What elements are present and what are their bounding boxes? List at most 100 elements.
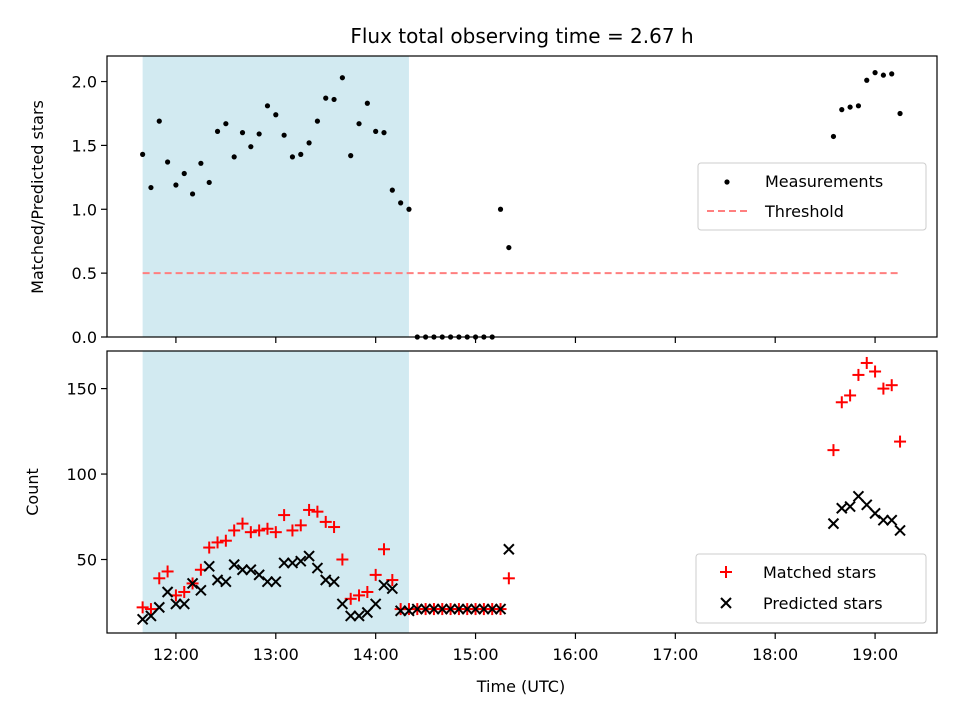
- matched-star-point: [369, 568, 382, 581]
- predicted-star-point: [220, 576, 232, 588]
- bottom-legend-box: [695, 553, 927, 624]
- measurement-points: [140, 70, 903, 340]
- measurement-point: [356, 121, 362, 127]
- measurement-point: [156, 118, 162, 124]
- predicted-star-point: [394, 605, 407, 617]
- predicted-star-point: [494, 603, 507, 615]
- measurement-point: [398, 200, 404, 206]
- measurement-point: [164, 159, 171, 165]
- bottom-y-ticks: 50 100 150: [66, 380, 107, 570]
- bottom-legend: Matched stars Predicted stars: [695, 553, 927, 624]
- predicted-star-point: [228, 558, 240, 571]
- predicted-star-point: [844, 500, 856, 513]
- matched-star-point: [136, 601, 149, 614]
- top-shaded-region-layer: [142, 56, 409, 337]
- measurement-point: [373, 128, 379, 134]
- predicted-star-point: [328, 576, 340, 588]
- x-tick-label: 16:00: [552, 645, 598, 664]
- matched-star-point: [885, 379, 898, 392]
- measurement-point: [406, 206, 412, 212]
- predicted-star-point: [186, 577, 199, 590]
- legend-measurements-label: Measurements: [765, 172, 883, 191]
- bottom-axes-frame: [106, 350, 938, 634]
- predicted-star-point: [270, 576, 282, 588]
- measurement-point: [273, 112, 279, 118]
- x-tick-label: 14:00: [353, 645, 399, 664]
- bottom-shaded-region: [142, 351, 409, 633]
- matched-star-point: [236, 517, 249, 530]
- predicted-star-point: [877, 514, 890, 526]
- measurement-point: [839, 107, 845, 113]
- predicted-star-point: [145, 610, 157, 622]
- measurement-point: [880, 72, 886, 78]
- x-tick-label: 18:00: [752, 645, 798, 664]
- predicted-star-point: [261, 576, 274, 588]
- predicted-star-point: [253, 569, 265, 581]
- measurement-point: [389, 187, 395, 193]
- predicted-star-point: [245, 564, 257, 576]
- measurement-point: [497, 206, 504, 212]
- predicted-star-point: [336, 598, 349, 610]
- matched-star-point: [303, 503, 316, 516]
- matched-star-point: [361, 585, 374, 598]
- predicted-star-point: [411, 603, 423, 615]
- predicted-star-point: [461, 603, 473, 615]
- predicted-star-point: [303, 550, 315, 562]
- matched-star-point: [311, 505, 324, 518]
- measurement-point: [214, 128, 221, 134]
- measurement-point: [348, 153, 354, 159]
- matched-star-point: [319, 515, 332, 528]
- matched-star-point: [377, 543, 390, 556]
- measurement-point: [148, 184, 154, 191]
- measurement-point: [506, 244, 512, 251]
- predicted-star-point: [311, 562, 324, 574]
- legend-matched-marker: [720, 566, 732, 578]
- measurement-point: [847, 104, 853, 110]
- measurement-point: [173, 182, 179, 188]
- x-tick-label: 12:00: [153, 645, 199, 664]
- matched-star-point: [336, 553, 349, 566]
- predicted-star-point: [203, 560, 215, 573]
- bottom-y-axis-label: Count: [23, 468, 42, 516]
- measurement-point: [872, 70, 878, 76]
- predicted-star-point: [852, 490, 865, 502]
- matched-star-point: [253, 524, 266, 537]
- x-axis-label: Time (UTC): [476, 677, 565, 696]
- matched-star-point: [144, 603, 157, 616]
- matched-star-point: [328, 521, 341, 534]
- predicted-star-point: [153, 601, 165, 614]
- measurement-point: [298, 151, 304, 157]
- predicted-star-point: [361, 606, 374, 619]
- matched-star-point: [835, 396, 848, 409]
- measurement-point: [314, 118, 321, 124]
- top-y-axis-label: Matched/Predicted stars: [28, 100, 47, 294]
- matched-star-point: [286, 524, 299, 537]
- predicted-star-point: [436, 603, 448, 615]
- matched-star-point: [219, 534, 232, 547]
- matched-star-point: [211, 536, 224, 549]
- predicted-star-point: [827, 517, 840, 530]
- measurement-point: [206, 179, 212, 186]
- matched-star-point: [869, 365, 882, 378]
- top-shaded-region: [142, 56, 409, 337]
- predicted-star-point: [378, 579, 390, 591]
- measurement-point: [855, 103, 862, 109]
- bottom-x-ticks: 12:00 13:00 14:00 15:00 16:00 17:00 18:00 19:00: [153, 633, 898, 664]
- predicted-star-point: [211, 574, 224, 586]
- matched-star-point: [244, 526, 257, 539]
- matched-star-point: [294, 519, 307, 532]
- measurement-point: [248, 144, 254, 150]
- legend-matched-label: Matched stars: [763, 563, 876, 582]
- measurement-point: [864, 77, 870, 83]
- measurement-point: [897, 110, 903, 117]
- measurement-point: [239, 130, 246, 136]
- legend-measurements-marker: [724, 179, 730, 185]
- predicted-star-point: [886, 514, 898, 526]
- top-legend-box: [697, 162, 927, 231]
- matched-star-point: [161, 565, 174, 578]
- x-tick-label: 13:00: [253, 645, 299, 664]
- top-y-tick-label: 0.0: [72, 328, 97, 347]
- bottom-y-tick-label: 150: [66, 380, 97, 399]
- measurement-point: [306, 140, 312, 146]
